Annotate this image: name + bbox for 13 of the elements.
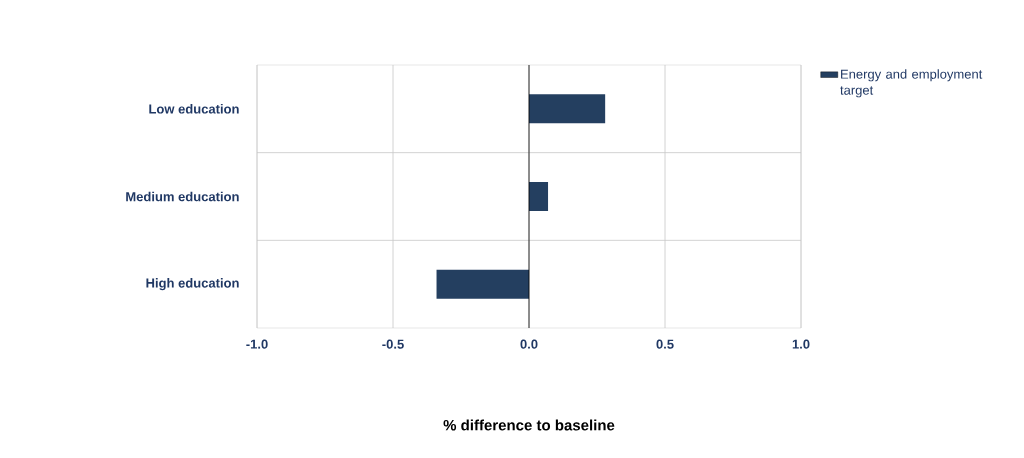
bar: [436, 269, 530, 299]
x-tick-label: -0.5: [382, 339, 404, 349]
legend-label: Energy and employment target: [840, 69, 983, 98]
x-tick-label: -1.0: [246, 339, 268, 349]
y-tick-label: High education: [146, 278, 239, 291]
x-tick-label: 0.5: [656, 339, 674, 349]
bar: [529, 182, 549, 211]
x-tick-label: 1.0: [792, 339, 810, 349]
x-tick-label: 0.0: [520, 339, 538, 349]
bar: [529, 94, 606, 124]
y-tick-label: Medium education: [126, 191, 239, 202]
y-tick-label: Low education: [149, 104, 239, 114]
x-axis-title: % difference to baseline: [443, 419, 615, 431]
